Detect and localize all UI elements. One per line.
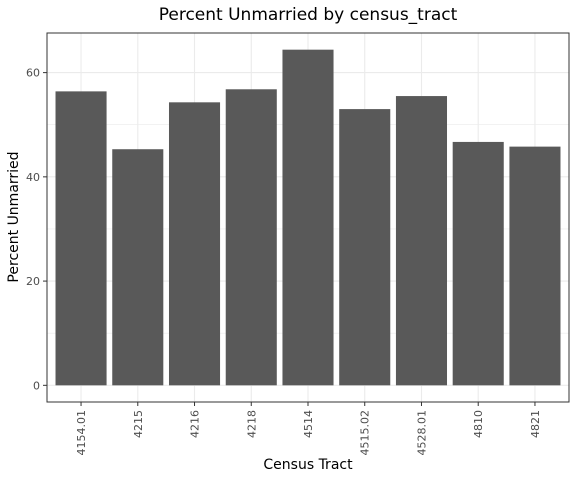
x-tick-label: 4821 [529,410,542,438]
bar [112,149,164,386]
x-tick-label: 4810 [472,410,485,438]
y-tick-label: 40 [26,171,40,184]
bar [395,96,448,386]
x-tick-label: 4154.01 [75,410,88,456]
x-tick-label: 4218 [245,410,258,438]
y-tick-label: 20 [26,275,40,288]
y-axis-title: Percent Unmarried [6,151,22,282]
y-tick-label: 0 [33,379,40,392]
bar [339,109,391,386]
x-tick-label: 4528.01 [415,410,428,456]
bar [509,146,561,386]
bars [55,49,561,386]
bar [168,102,221,386]
y-axis: 0 20 40 60 [26,67,47,392]
y-tick-label: 60 [26,67,40,80]
x-tick-label: 4216 [189,410,202,438]
bar [225,89,277,386]
x-axis: 4154.01 4215 4216 4218 4514 4515.02 4528.01 481… [75,402,542,456]
bar [55,91,107,386]
bar [282,49,334,386]
x-tick-label: 4514 [302,410,315,438]
x-axis-title: Census Tract [263,457,353,473]
x-tick-label: 4215 [132,410,145,438]
chart-title: Percent Unmarried by census_tract [159,5,458,25]
x-tick-label: 4515.02 [359,410,372,456]
bar [452,141,504,386]
